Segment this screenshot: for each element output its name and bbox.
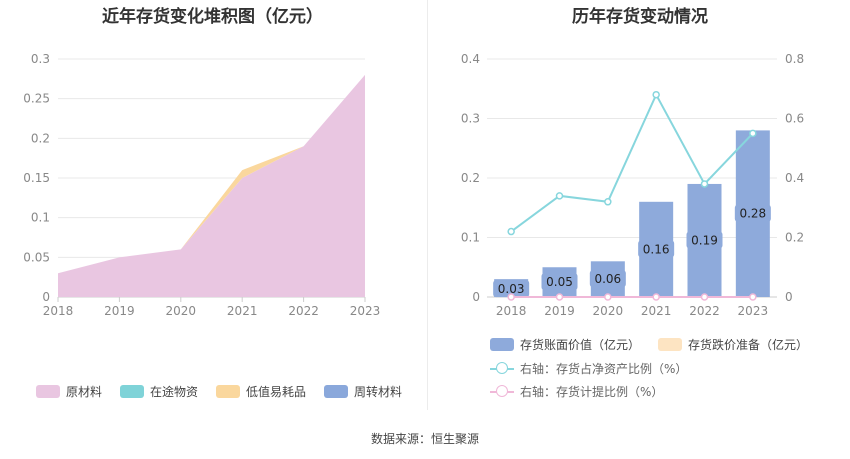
right-y-tick-label: 0.3 (461, 112, 480, 126)
area-series-raw (58, 74, 365, 297)
bar-data-label: 0.03 (498, 282, 525, 296)
left-x-tick-label: 2023 (350, 304, 381, 318)
legend-swatch-ratio (490, 362, 514, 375)
left-y-tick-label: 0.25 (23, 92, 50, 106)
legend-label-reserve: 存货跌价准备（亿元） (688, 338, 809, 352)
legend-swatch-book-value (490, 338, 514, 351)
point-ratio (555, 192, 564, 200)
point-provision (749, 293, 757, 301)
legend-label-consumables: 低值易耗品 (246, 385, 307, 399)
legend-item-transit[interactable]: 在途物资 (120, 383, 198, 400)
legend-label-raw: 原材料 (66, 385, 103, 399)
point-provision (604, 293, 612, 301)
legend-item-raw[interactable]: 原材料 (36, 383, 102, 400)
right-x-tick-label: 2020 (593, 304, 624, 318)
bar-data-label: 0.06 (594, 272, 621, 286)
data-source: 数据来源：恒生聚源 (370, 432, 479, 446)
left-y-tick-label: 0.1 (31, 211, 50, 225)
chart-canvas: 0 0.05 0.1 0.15 0.2 0.25 0.3 2018 2019 2020 2021 20… (23, 52, 804, 318)
bar-data-label: 0.28 (739, 207, 766, 221)
point-ratio (700, 180, 709, 188)
legend-label-provision: 右轴：存货计提比例（%） (520, 385, 664, 399)
right-y2-tick-label: 0.2 (785, 231, 804, 245)
right-x-tick-label: 2023 (738, 304, 769, 318)
legend-swatch-turnover (324, 385, 349, 398)
legend-label-book-value: 存货账面价值（亿元） (520, 338, 641, 352)
right-x-tick-label: 2018 (496, 304, 527, 318)
left-y-tick-label: 0.2 (31, 131, 50, 145)
point-provision (555, 293, 564, 301)
left-legend: 原材料 在途物资 低值易耗品 周转材料 (36, 383, 420, 400)
point-provision (652, 293, 660, 301)
point-ratio (507, 227, 515, 236)
point-ratio (652, 90, 660, 99)
legend-item-reserve[interactable]: 存货跌价准备（亿元） (658, 336, 808, 353)
legend-swatch-provision (490, 385, 514, 398)
legend-label-turnover: 周转材料 (354, 385, 403, 399)
left-x-tick-label: 2022 (288, 304, 319, 318)
legend-swatch-transit (120, 385, 145, 398)
right-y-tick-label: 0.1 (461, 231, 480, 245)
line-series-ratio (510, 92, 754, 233)
right-chart-title: 历年存货变动情况 (572, 7, 708, 27)
left-x-tick-label: 2018 (43, 304, 74, 318)
right-legend-row-1: 存货账面价值（亿元） 存货跌价准备（亿元） (490, 336, 826, 353)
bar-data-label: 0.16 (643, 242, 670, 256)
bar-label-bg (734, 204, 771, 222)
left-x-tick-label: 2021 (227, 304, 258, 318)
right-x-tick-label: 2022 (689, 304, 720, 318)
legend-item-book-value[interactable]: 存货账面价值（亿元） (490, 336, 640, 353)
right-y2-tick-label: 0.8 (785, 52, 804, 66)
legend-item-ratio[interactable]: 右轴：存货占净资产比例（%） (490, 360, 687, 377)
bar-label-bg (589, 270, 626, 288)
bar-label-bg (686, 231, 723, 249)
left-y-tick-label: 0 (42, 290, 50, 304)
right-y-tick-label: 0.2 (461, 171, 480, 185)
bar-data-label: 0.19 (691, 233, 718, 247)
right-x-tick-label: 2021 (641, 304, 672, 318)
legend-item-consumables[interactable]: 低值易耗品 (216, 383, 306, 400)
point-provision (700, 293, 709, 301)
legend-swatch-reserve (658, 338, 683, 351)
legend-label-ratio: 右轴：存货占净资产比例（%） (520, 362, 688, 376)
left-y-tick-label: 0.15 (23, 171, 50, 185)
right-y2-tick-label: 0.6 (785, 112, 804, 126)
legend-swatch-consumables (216, 385, 241, 398)
left-y-tick-label: 0.3 (31, 52, 50, 66)
point-ratio (749, 129, 757, 138)
right-y-tick-label: 0.4 (461, 52, 480, 66)
legend-label-transit: 在途物资 (150, 385, 199, 399)
legend-item-turnover[interactable]: 周转材料 (324, 383, 402, 400)
left-y-tick-label: 0.05 (23, 250, 50, 264)
right-y2-tick-label: 0.4 (785, 171, 804, 185)
left-x-tick-label: 2020 (166, 304, 197, 318)
bar-label-bg (493, 280, 530, 298)
right-x-tick-label: 2019 (544, 304, 575, 318)
left-x-tick-label: 2019 (104, 304, 135, 318)
panel-divider (427, 0, 428, 410)
point-provision (507, 293, 515, 301)
left-chart-title: 近年存货变化堆积图（亿元） (102, 7, 323, 27)
bar-label-bg (638, 240, 675, 258)
legend-item-provision[interactable]: 右轴：存货计提比例（%） (490, 383, 663, 400)
bar-label-bg (541, 273, 578, 291)
bar-data-label: 0.05 (546, 275, 573, 289)
legend-swatch-raw (36, 385, 60, 398)
right-y-tick-label: 0 (472, 290, 480, 304)
right-y2-tick-label: 0 (785, 290, 793, 304)
point-ratio (604, 198, 612, 206)
